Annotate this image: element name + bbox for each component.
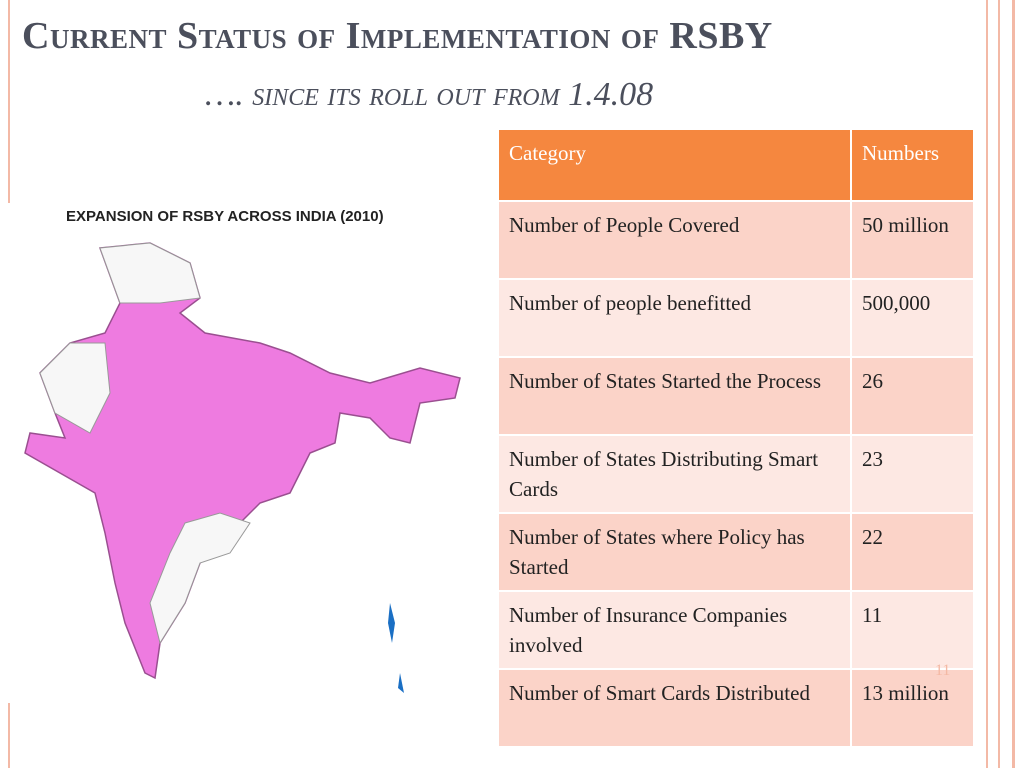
value-cell: 23 bbox=[850, 434, 975, 514]
table-row: Number of people benefitted 500,000 bbox=[497, 278, 975, 358]
value-cell: 11 bbox=[850, 590, 975, 670]
category-cell: Number of Insurance Companies involved bbox=[497, 590, 852, 670]
value-cell: 26 bbox=[850, 356, 975, 436]
border-line bbox=[986, 0, 988, 768]
subtitle: …. since its roll out from 1.4.08 bbox=[205, 76, 654, 113]
table-header-row: Category Numbers bbox=[497, 128, 975, 202]
border-line bbox=[1012, 0, 1015, 768]
table-row: Number of States Started the Process 26 bbox=[497, 356, 975, 436]
border-line bbox=[998, 0, 1000, 768]
category-cell: Number of People Covered bbox=[497, 200, 852, 280]
value-cell: 22 bbox=[850, 512, 975, 592]
map-image bbox=[0, 203, 472, 703]
table-row: Number of People Covered 50 million bbox=[497, 200, 975, 280]
category-cell: Number of States Started the Process bbox=[497, 356, 852, 436]
table-row: Number of Smart Cards Distributed 13 mill… bbox=[497, 668, 975, 748]
header-cell: Category bbox=[497, 128, 852, 202]
category-cell: Number of States Distributing Smart Card… bbox=[497, 434, 852, 514]
category-cell: Number of States where Policy has Starte… bbox=[497, 512, 852, 592]
title: Current Status of Implementation of RSBY bbox=[22, 15, 773, 57]
status-table: Category Numbers Number of People Covered 5… bbox=[497, 128, 975, 748]
table-row: Number of States where Policy has Starte… bbox=[497, 512, 975, 592]
table-row: Number of Insurance Companies involved 11 bbox=[497, 590, 975, 670]
page-number: 11 bbox=[935, 662, 951, 679]
value-cell: 13 million bbox=[850, 668, 975, 748]
header-cell: Numbers bbox=[850, 128, 975, 202]
table-row: Number of States Distributing Smart Card… bbox=[497, 434, 975, 514]
category-cell: Number of Smart Cards Distributed bbox=[497, 668, 852, 748]
map-caption: EXPANSION OF RSBY ACROSS INDIA (2010) bbox=[66, 208, 384, 225]
value-cell: 50 million bbox=[850, 200, 975, 280]
value-cell: 500,000 bbox=[850, 278, 975, 358]
category-cell: Number of people benefitted bbox=[497, 278, 852, 358]
